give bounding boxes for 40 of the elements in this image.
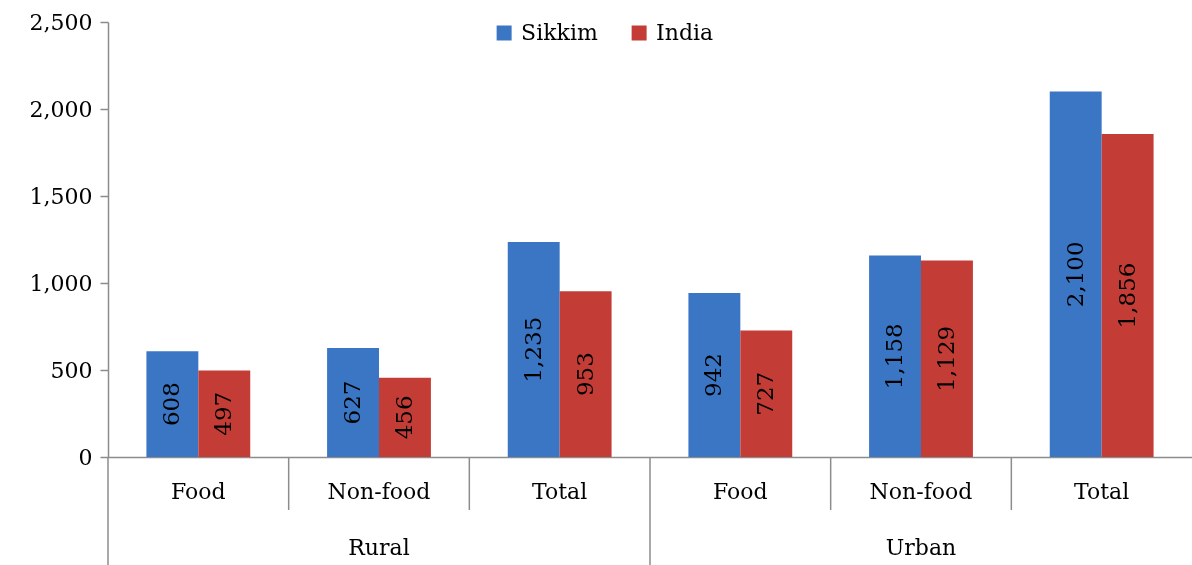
- y-tick-label: 0: [78, 444, 93, 470]
- bar: [198, 370, 251, 457]
- y-tick-label: 500: [50, 357, 93, 383]
- text: Rural: [348, 535, 410, 560]
- bar: [507, 242, 560, 457]
- data-label: 727: [752, 371, 779, 416]
- bar: [921, 260, 973, 457]
- data-label: 456: [390, 395, 417, 440]
- y-tick-label: 1,000: [29, 270, 93, 296]
- bar: [1049, 91, 1102, 457]
- x-tick-label: Total: [1074, 478, 1130, 504]
- bar: [869, 255, 921, 457]
- bar: [559, 291, 612, 457]
- data-label: 627: [339, 380, 366, 425]
- data-label: 1,856: [1113, 262, 1140, 329]
- x-tick-label: Total: [532, 478, 588, 504]
- data-label: 953: [571, 352, 598, 397]
- data-label: 1,129: [932, 325, 959, 392]
- data-label: 1,158: [881, 323, 908, 390]
- x-tick-label: Food: [713, 478, 768, 504]
- y-tick-label: 2,000: [29, 96, 93, 122]
- x-tick-label: Food: [171, 478, 226, 504]
- bar: [688, 293, 741, 457]
- bar: [1101, 134, 1154, 457]
- bar: [379, 377, 431, 457]
- y-tick-label: 1,500: [29, 183, 93, 209]
- data-label: 1,235: [519, 316, 546, 383]
- data-label: 942: [700, 353, 727, 397]
- text: Urban: [885, 535, 957, 560]
- bar: [327, 347, 379, 457]
- data-label: 497: [210, 391, 237, 436]
- x-tick-label: Non-food: [327, 478, 431, 504]
- legend-label: Sikkim: [521, 20, 598, 45]
- bar: [740, 330, 793, 457]
- legend-label: India: [656, 20, 714, 45]
- x-tick-label: Non-food: [869, 478, 973, 504]
- bar: [146, 351, 199, 457]
- y-tick-label: 2,500: [29, 9, 93, 35]
- data-label: 2,100: [1061, 241, 1088, 308]
- data-label: 608: [158, 382, 185, 427]
